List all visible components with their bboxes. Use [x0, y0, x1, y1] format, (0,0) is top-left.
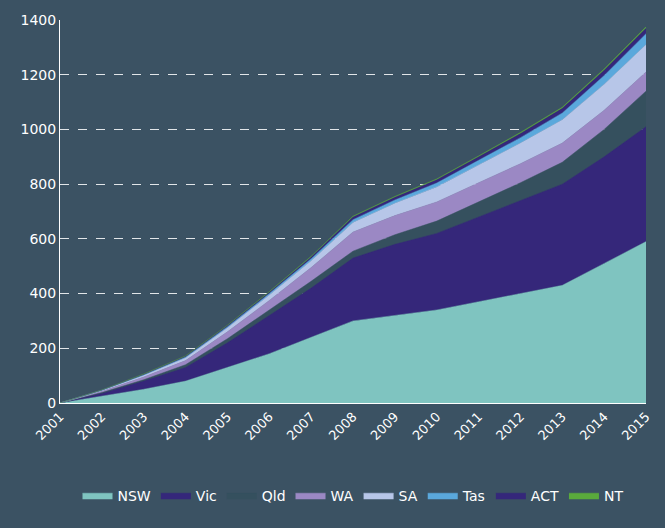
- svg-text:2002: 2002: [75, 409, 109, 443]
- svg-text:ACT: ACT: [531, 488, 559, 504]
- svg-text:2015: 2015: [619, 409, 653, 443]
- svg-text:400: 400: [29, 285, 56, 301]
- svg-text:0: 0: [47, 395, 56, 411]
- svg-text:600: 600: [29, 231, 56, 247]
- svg-text:200: 200: [29, 340, 56, 356]
- svg-text:1000: 1000: [21, 121, 57, 137]
- svg-text:2007: 2007: [284, 409, 318, 443]
- svg-text:SA: SA: [399, 488, 418, 504]
- svg-text:2009: 2009: [368, 409, 402, 443]
- svg-text:1400: 1400: [21, 12, 57, 28]
- svg-text:2001: 2001: [33, 409, 67, 443]
- svg-text:2011: 2011: [451, 409, 485, 443]
- svg-text:2004: 2004: [158, 409, 192, 443]
- svg-text:2008: 2008: [326, 409, 360, 443]
- svg-text:NT: NT: [604, 488, 623, 504]
- svg-text:1200: 1200: [21, 67, 57, 83]
- svg-text:800: 800: [29, 176, 56, 192]
- svg-text:WA: WA: [331, 488, 354, 504]
- svg-text:2010: 2010: [409, 409, 443, 443]
- svg-text:2006: 2006: [242, 409, 276, 443]
- svg-text:2013: 2013: [535, 409, 569, 443]
- svg-text:Tas: Tas: [462, 488, 485, 504]
- svg-text:Qld: Qld: [262, 488, 286, 504]
- svg-text:NSW: NSW: [118, 488, 151, 504]
- svg-text:2005: 2005: [200, 409, 234, 443]
- svg-text:Vic: Vic: [196, 488, 217, 504]
- svg-text:2003: 2003: [116, 409, 150, 443]
- svg-text:2012: 2012: [493, 409, 527, 443]
- svg-text:2014: 2014: [577, 409, 611, 443]
